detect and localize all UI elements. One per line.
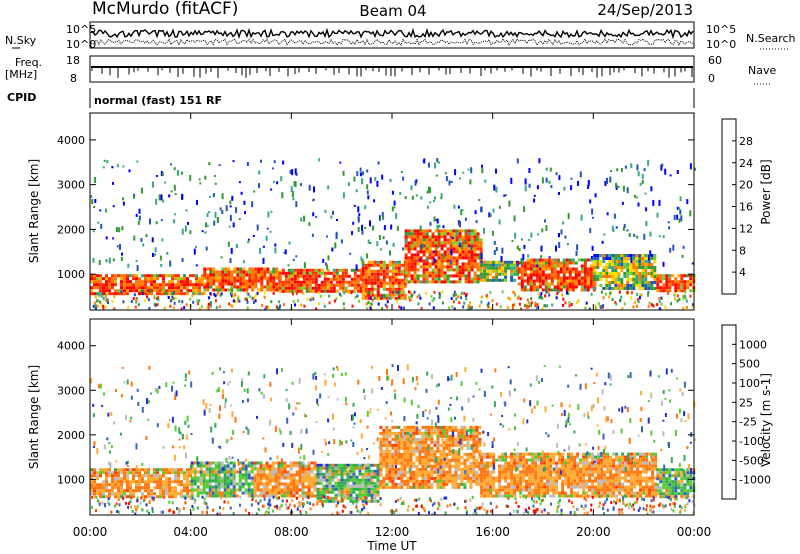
frequency-panel-frame [89, 55, 695, 83]
power-y-axis: 1000 2000 3000 4000 [57, 134, 694, 281]
freq-tick-top: 18 [66, 54, 80, 67]
data-band-0 [90, 468, 192, 499]
x-tick-label: 08:00 [274, 525, 309, 539]
x-tick-label: 12:00 [375, 525, 410, 539]
x-tick-label: 04:00 [173, 525, 208, 539]
cpid-mode: normal (fast) 151 RF [94, 94, 222, 107]
time-axis: 00:00 04:00 08:00 12:00 16:00 20:00 00:00 [73, 113, 712, 539]
x-tick-label: 20:00 [576, 525, 611, 539]
noise-left-label: N.Sky [5, 34, 37, 47]
x-tick-label: 00:00 [677, 525, 712, 539]
velocity-colorbar-label: Velocity [m s-1] [759, 373, 773, 467]
noise-right-tick-top: 10^5 [706, 23, 736, 36]
near-range-clutter [92, 289, 694, 311]
data-band-5 [480, 452, 658, 498]
y-tick-label: 3000 [57, 179, 85, 192]
colorbar-tick-label: 1000 [739, 338, 767, 351]
x-tick-label: 16:00 [475, 525, 510, 539]
plot-title: McMurdo (fitACF) [92, 0, 238, 19]
velocity-y-axis: 1000 2000 3000 4000 [57, 340, 694, 486]
x-axis-label: Time UT [366, 539, 417, 553]
colorbar-tick-label: 24 [739, 157, 753, 170]
data-band-1 [203, 267, 282, 292]
data-band-4 [379, 425, 482, 489]
colorbar-tick-label: 16 [739, 201, 753, 214]
y-tick-label: 4000 [57, 340, 85, 353]
y-tick-label: 1000 [57, 268, 85, 281]
y-tick-label: 4000 [57, 134, 85, 147]
colorbar-tick-label: 4 [739, 266, 746, 279]
date-label: 24/Sep/2013 [597, 1, 693, 19]
beam-label: Beam 04 [359, 2, 426, 20]
noise-right-label: N.Search [746, 32, 796, 45]
y-tick-label: 3000 [57, 384, 85, 397]
colorbar-tick-label: -25 [739, 416, 757, 429]
noise-search-trace [90, 38, 694, 47]
cpid-label: CPID [7, 91, 36, 104]
colorbar-tick-label: 500 [739, 358, 760, 371]
scatter-speckles [90, 364, 696, 475]
colorbar-tick-label: -500 [739, 454, 764, 467]
nave-label: Nave [748, 64, 776, 77]
freq-tick-bottom: 8 [70, 72, 77, 85]
freq-label-2: [MHz] [5, 68, 37, 81]
noise-traces [90, 27, 694, 47]
colorbar-tick-label: 8 [739, 244, 746, 257]
frequency-panel: Freq. [MHz] 18 8 60 0 Nave [5, 54, 776, 85]
power-colorbar: 28 24 20 16 12 8 4 [721, 118, 753, 295]
data-band-3 [316, 463, 380, 503]
power-colorbar-label: Power [dB] [759, 159, 773, 224]
power-panel: 1000 2000 3000 4000 Slant Range [km] 28 24 20… [27, 112, 773, 311]
colorbar-tick-label: 100 [739, 377, 760, 390]
colorbar-tick-label: 20 [739, 179, 753, 192]
noise-left-tick-bottom: 10^0 [66, 38, 96, 51]
velocity-panel: 1000 2000 3000 4000 Slant Range [km] 1000 50… [27, 318, 773, 516]
data-band-5 [480, 260, 520, 282]
data-band-1 [190, 461, 254, 498]
velocity-data [90, 364, 696, 516]
colorbar-tick-label: -1000 [739, 474, 771, 487]
noise-panel: N.Sky 10^5 10^0 10^5 10^0 N.Search [5, 21, 796, 51]
power-data [90, 158, 696, 311]
cpid-row: CPID normal (fast) 151 RF [7, 88, 695, 108]
colorbar-tick-label: -100 [739, 435, 764, 448]
colorbar-tick-label: 28 [739, 135, 753, 148]
x-tick-label: 00:00 [73, 525, 108, 539]
nave-tick-bottom: 0 [708, 72, 715, 85]
y-tick-label: 2000 [57, 223, 85, 236]
near-range-clutter [91, 495, 696, 516]
data-band-2 [253, 461, 317, 498]
y-tick-label: 2000 [57, 429, 85, 442]
scatter-speckles [90, 158, 696, 272]
data-band-2 [278, 268, 363, 293]
colorbar-tick-label: 12 [739, 222, 753, 235]
noise-panel-frame [89, 21, 695, 49]
velocity-y-axis-label: Slant Range [km] [27, 365, 41, 469]
power-y-axis-label: Slant Range [km] [27, 159, 41, 263]
freq-label-1: Freq. [15, 56, 42, 69]
frequency-traces [91, 66, 693, 78]
velocity-colorbar: 1000 500 100 25 -25 -100 -500 -1000 [721, 324, 771, 500]
noise-right-tick-bottom: 10^0 [706, 38, 736, 51]
nave-tick-top: 60 [708, 54, 722, 67]
noise-left-tick-top: 10^5 [66, 23, 96, 36]
noise-sky-trace [91, 27, 694, 40]
data-band-3 [361, 260, 407, 300]
y-tick-label: 1000 [57, 473, 85, 486]
colorbar-tick-label: 25 [739, 396, 753, 409]
colorbar-frame [721, 324, 737, 500]
